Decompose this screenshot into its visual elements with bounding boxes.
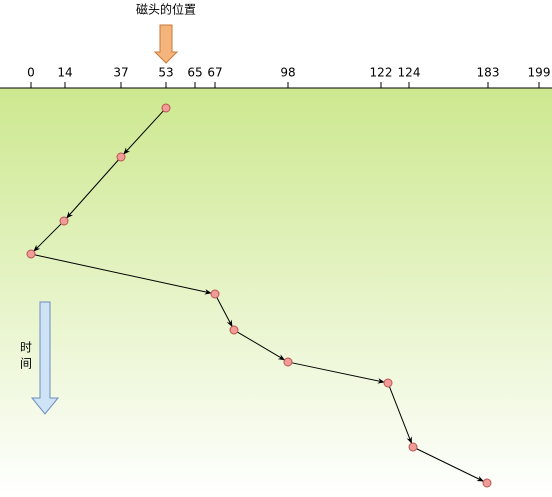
tick-label: 199 (528, 66, 551, 80)
tick-label: 0 (27, 66, 35, 80)
seek-arrow (123, 110, 164, 155)
request-point (408, 442, 418, 452)
head-arrow (153, 24, 179, 64)
request-point (26, 249, 36, 259)
request-point (383, 378, 393, 388)
tick-label: 14 (57, 66, 72, 80)
seek-arrow (216, 297, 233, 328)
tick-label: 98 (280, 66, 295, 80)
tick-label: 122 (370, 66, 393, 80)
seek-path (26, 103, 492, 488)
tick-label: 124 (398, 66, 421, 80)
seek-arrow (291, 362, 385, 384)
request-point (210, 289, 220, 299)
tick-label: 65 (187, 66, 202, 80)
seek-arrow (34, 254, 212, 295)
tick-label: 67 (207, 66, 222, 80)
seek-arrow (33, 223, 62, 252)
request-point (59, 216, 69, 226)
time-label: 间 (20, 357, 32, 371)
tick-label: 37 (113, 66, 128, 80)
axis-ticks: 0 14 37 53 65 67 98 122 124 183 199 (27, 66, 551, 88)
time-arrow (30, 301, 60, 415)
request-point (116, 152, 126, 162)
request-point (229, 325, 239, 335)
request-point (161, 103, 171, 113)
background (0, 88, 552, 497)
seek-arrow (66, 159, 119, 219)
seek-arrow (237, 331, 286, 361)
seek-arrow (388, 386, 413, 444)
tick-label: 53 (158, 66, 173, 80)
request-point (482, 478, 492, 488)
request-point (283, 357, 293, 367)
head-title: 磁头的位置 (136, 2, 196, 17)
seek-arrow (416, 448, 485, 482)
tick-label: 183 (477, 66, 500, 80)
time-label: 时 (20, 341, 32, 355)
